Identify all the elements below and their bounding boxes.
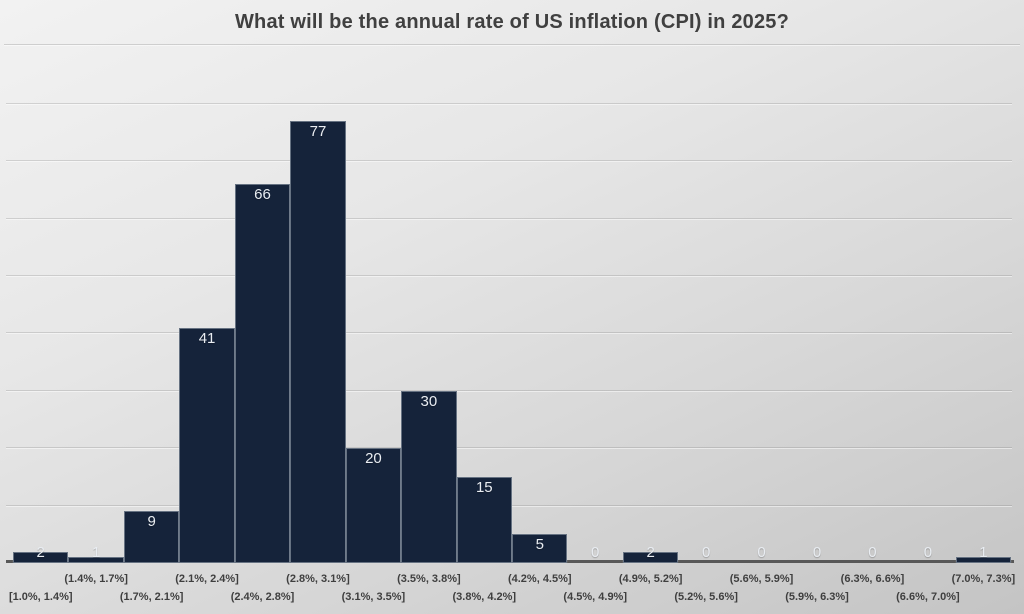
x-axis-tick-label: (2.8%, 3.1%]: [286, 573, 350, 585]
bar-value-label: 15: [475, 478, 493, 496]
bar-value-label: 77: [309, 123, 327, 141]
bar-value-label: 0: [591, 544, 600, 561]
gridline: [6, 160, 1012, 163]
title-separator: [4, 44, 1020, 46]
x-axis-tick-label: (5.9%, 6.3%]: [785, 591, 849, 603]
bar: [123, 511, 180, 563]
gridline: [6, 447, 1012, 450]
chart-title: What will be the annual rate of US infla…: [234, 11, 790, 33]
bar: [401, 390, 457, 563]
x-axis-tick-label: (6.3%, 6.6%]: [840, 573, 905, 585]
gridline: [6, 102, 1012, 105]
gridline: [6, 217, 1012, 220]
gridline: [6, 332, 1012, 335]
x-axis-tick-label: (4.2%, 4.5%]: [507, 573, 572, 585]
bar: [512, 534, 568, 563]
x-axis-tick-label: (2.4%, 2.8%]: [230, 591, 295, 603]
bar: [179, 327, 235, 563]
x-axis-tick-label: [1.0%, 1.4%]: [8, 591, 73, 603]
x-axis-tick-label: (1.7%, 2.1%]: [119, 591, 184, 603]
bar: [955, 557, 1012, 563]
bar: [68, 557, 124, 563]
bar: [290, 121, 346, 563]
x-axis-tick-label: (3.8%, 4.2%]: [452, 591, 517, 603]
bar-value-label: 0: [868, 544, 877, 561]
bar-value-label: 20: [365, 450, 382, 468]
x-axis-tick-label: (5.6%, 5.9%]: [729, 573, 794, 585]
x-axis-tick-label: (5.2%, 5.6%]: [674, 591, 738, 603]
x-axis-tick-label: (6.6%, 7.0%]: [896, 591, 960, 603]
bar-value-label: 1: [91, 544, 101, 561]
gridline: [6, 275, 1012, 277]
x-axis-tick-label: (1.4%, 1.7%]: [64, 573, 128, 585]
bar-value-label: 0: [757, 544, 766, 561]
x-axis-tick-label: (4.9%, 5.2%]: [618, 573, 683, 585]
bar-value-label: 66: [254, 186, 271, 204]
bar: [622, 551, 679, 563]
bar: [13, 551, 69, 563]
x-axis-tick-label: (3.1%, 3.5%]: [341, 591, 406, 603]
bar-value-label: 0: [923, 544, 933, 561]
bar: [234, 184, 291, 563]
bar-value-label: 0: [812, 544, 822, 561]
x-axis-tick-label: (4.5%, 4.9%]: [563, 591, 628, 603]
bar-value-label: 1: [979, 544, 988, 561]
bar: [456, 476, 513, 563]
gridline: [6, 389, 1012, 392]
bar-value-label: 2: [36, 544, 45, 561]
x-axis-tick-label: (2.1%, 2.4%]: [175, 573, 239, 585]
bar: [345, 448, 402, 563]
bar-value-label: 41: [198, 329, 216, 347]
x-axis-tick-label: (3.5%, 3.8%]: [397, 573, 461, 585]
x-axis-tick-label: (7.0%, 7.3%]: [951, 573, 1016, 585]
bar-value-label: 9: [147, 513, 156, 531]
bar-value-label: 5: [535, 536, 544, 554]
bar-value-label: 30: [420, 392, 438, 410]
bar-value-label: 0: [701, 544, 711, 561]
bar-value-label: 2: [646, 544, 655, 561]
